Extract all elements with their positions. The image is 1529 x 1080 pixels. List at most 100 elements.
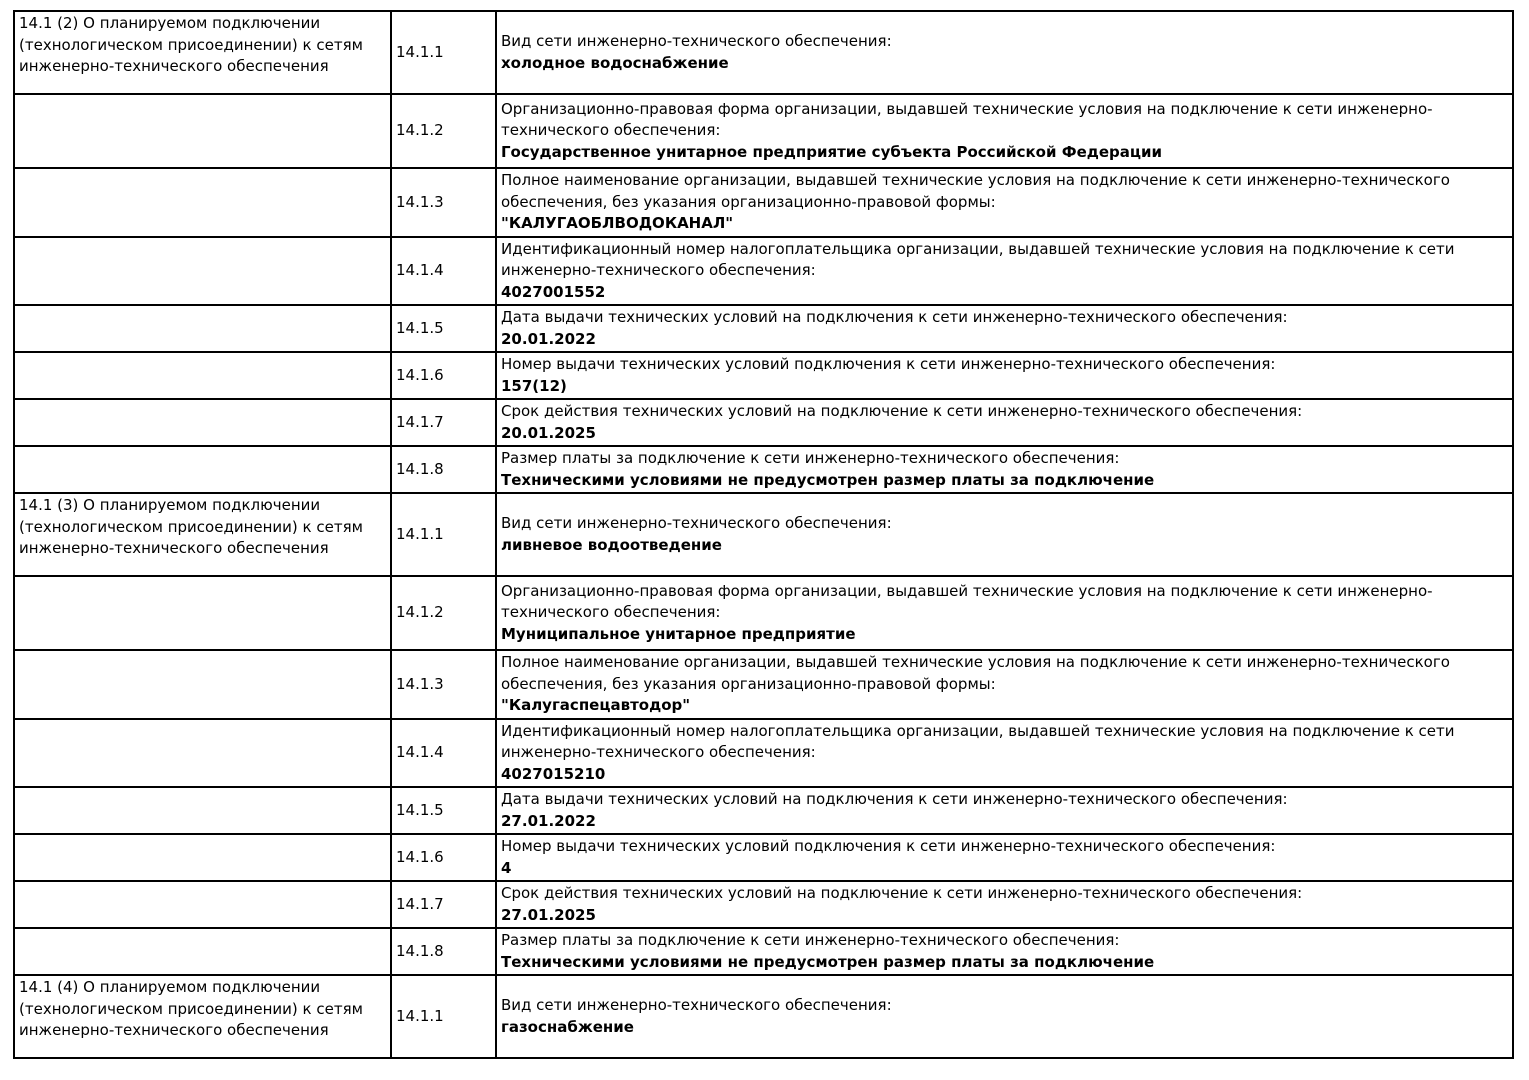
item-number: 14.1.7: [396, 894, 444, 913]
item-label: Идентификационный номер налогоплательщик…: [501, 239, 1455, 280]
section-title-cell: [13, 235, 392, 306]
item-number-cell: 14.1.3: [390, 167, 497, 238]
item-number-cell: 14.1.3: [390, 649, 497, 720]
section-title-cell: [13, 717, 392, 788]
item-value: холодное водоснабжение: [501, 53, 729, 72]
item-label: Срок действия технических условий на под…: [501, 402, 1303, 420]
section-title-cell: [13, 927, 392, 976]
table-row: 14.1.2 Организационно-правовая форма орг…: [13, 93, 1514, 169]
item-value: 157(12): [501, 376, 567, 395]
item-number-cell: 14.1.2: [390, 575, 497, 651]
item-number-cell: 14.1.5: [390, 304, 497, 353]
item-content-cell: Номер выдачи технических условий подключ…: [495, 351, 1514, 400]
item-number-cell: 14.1.2: [390, 93, 497, 169]
item-number: 14.1.6: [396, 847, 444, 866]
item-number: 14.1.5: [396, 800, 444, 819]
section-title-cell: [13, 880, 392, 929]
table-row: 14.1.5 Дата выдачи технических условий н…: [13, 304, 1514, 353]
item-number-cell: 14.1.4: [390, 235, 497, 306]
item-number-cell: 14.1.6: [390, 833, 497, 882]
table-row: 14.1.8 Размер платы за подключение к сет…: [13, 445, 1514, 494]
item-content-cell: Организационно-правовая форма организаци…: [495, 575, 1514, 651]
table-body: 14.1 (2) О планируемом подключении (техн…: [13, 10, 1514, 1059]
table-row: 14.1.3 Полное наименование организации, …: [13, 167, 1514, 238]
item-label: Вид сети инженерно-технического обеспече…: [501, 514, 892, 532]
item-number: 14.1.4: [396, 743, 444, 761]
item-value: 27.01.2022: [501, 811, 596, 830]
table-row: 14.1 (4) О планируемом подключении (техн…: [13, 974, 1514, 1059]
item-content-cell: Размер платы за подключение к сети инжен…: [495, 927, 1514, 976]
section-title-cell: [13, 93, 392, 169]
item-value: 20.01.2025: [501, 423, 596, 442]
item-number-cell: 14.1.7: [390, 880, 497, 929]
item-label: Размер платы за подключение к сети инжен…: [501, 931, 1120, 949]
item-number-cell: 14.1.7: [390, 398, 497, 447]
item-number: 14.1.8: [396, 459, 444, 478]
item-label: Организационно-правовая форма организаци…: [501, 99, 1433, 140]
item-content-cell: Дата выдачи технических условий на подкл…: [495, 786, 1514, 835]
item-number-cell: 14.1.6: [390, 351, 497, 400]
item-value: 4027001552: [501, 282, 606, 301]
section-title-cell: [13, 575, 392, 651]
item-value: Техническими условиями не предусмотрен р…: [501, 952, 1155, 971]
section-title-cell: [13, 649, 392, 720]
table-row: 14.1.6 Номер выдачи технических условий …: [13, 351, 1514, 400]
item-content-cell: Дата выдачи технических условий на подкл…: [495, 304, 1514, 353]
item-content-cell: Размер платы за подключение к сети инжен…: [495, 445, 1514, 494]
table-row: 14.1.8 Размер платы за подключение к сет…: [13, 927, 1514, 976]
table-row: 14.1 (3) О планируемом подключении (техн…: [13, 492, 1514, 577]
table-row: 14.1.4 Идентификационный номер налогопла…: [13, 717, 1514, 788]
item-label: Размер платы за подключение к сети инжен…: [501, 449, 1120, 467]
table-row: 14.1.5 Дата выдачи технических условий н…: [13, 786, 1514, 835]
table-row: 14.1.2 Организационно-правовая форма орг…: [13, 575, 1514, 651]
item-content-cell: Срок действия технических условий на под…: [495, 398, 1514, 447]
item-label: Дата выдачи технических условий на подкл…: [501, 790, 1288, 808]
item-label: Полное наименование организации, выдавше…: [501, 653, 1450, 693]
item-number: 14.1.7: [396, 412, 444, 431]
item-label: Вид сети инженерно-технического обеспече…: [501, 996, 892, 1014]
item-number: 14.1.6: [396, 365, 444, 384]
item-number: 14.1.5: [396, 318, 444, 337]
item-value: 20.01.2022: [501, 329, 596, 348]
tech-conditions-table: 14.1 (2) О планируемом подключении (техн…: [13, 10, 1514, 1059]
item-value: 4027015210: [501, 764, 606, 783]
section-title-cell: [13, 786, 392, 835]
table-row: 14.1 (2) О планируемом подключении (техн…: [13, 10, 1514, 95]
item-content-cell: Номер выдачи технических условий подключ…: [495, 833, 1514, 882]
item-number-cell: 14.1.5: [390, 786, 497, 835]
item-content-cell: Вид сети инженерно-технического обеспече…: [495, 974, 1514, 1059]
table-row: 14.1.7 Срок действия технических условий…: [13, 880, 1514, 929]
item-content-cell: Идентификационный номер налогоплательщик…: [495, 717, 1514, 788]
item-label: Идентификационный номер налогоплательщик…: [501, 721, 1455, 762]
section-title-cell: [13, 398, 392, 447]
item-value: "Калугаспецавтодор": [501, 696, 691, 714]
section-title-cell: [13, 351, 392, 400]
item-number-cell: 14.1.1: [390, 10, 497, 95]
table-row: 14.1.3 Полное наименование организации, …: [13, 649, 1514, 720]
item-number-cell: 14.1.8: [390, 445, 497, 494]
item-value: газоснабжение: [501, 1017, 634, 1036]
item-value: Муниципальное унитарное предприятие: [501, 624, 856, 643]
item-value: 27.01.2025: [501, 905, 596, 924]
item-value: "КАЛУГАОБЛВОДОКАНАЛ": [501, 214, 734, 232]
table-row: 14.1.4 Идентификационный номер налогопла…: [13, 235, 1514, 306]
table-row: 14.1.7 Срок действия технических условий…: [13, 398, 1514, 447]
item-value: Техническими условиями не предусмотрен р…: [501, 470, 1155, 489]
item-number: 14.1.1: [396, 524, 444, 543]
item-number: 14.1.2: [396, 603, 444, 622]
table-row: 14.1.6 Номер выдачи технических условий …: [13, 833, 1514, 882]
section-title-cell: [13, 167, 392, 238]
item-number-cell: 14.1.1: [390, 974, 497, 1059]
item-number: 14.1.1: [396, 1006, 444, 1025]
section-title: 14.1 (4) О планируемом подключении (техн…: [19, 978, 363, 1039]
item-value: ливневое водоотведение: [501, 535, 722, 554]
item-content-cell: Полное наименование организации, выдавше…: [495, 649, 1514, 720]
item-label: Номер выдачи технических условий подключ…: [501, 355, 1276, 373]
item-number: 14.1.8: [396, 941, 444, 960]
item-content-cell: Вид сети инженерно-технического обеспече…: [495, 10, 1514, 95]
item-label: Полное наименование организации, выдавше…: [501, 171, 1450, 211]
item-content-cell: Организационно-правовая форма организаци…: [495, 93, 1514, 169]
section-title-cell: [13, 304, 392, 353]
item-content-cell: Вид сети инженерно-технического обеспече…: [495, 492, 1514, 577]
section-title-cell: 14.1 (4) О планируемом подключении (техн…: [13, 974, 392, 1059]
